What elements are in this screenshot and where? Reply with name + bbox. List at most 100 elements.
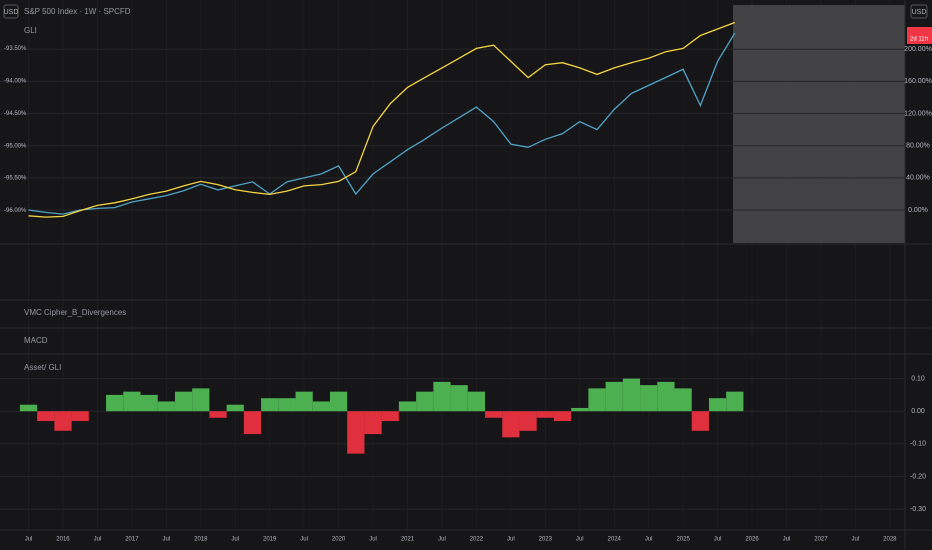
y-tick-label: 80.00% <box>906 143 930 150</box>
currency-box[interactable] <box>3 4 19 19</box>
histogram-bar <box>622 378 641 412</box>
y-tick-label: 0.00% <box>908 207 928 214</box>
y-tick-label: -0.20 <box>910 473 926 480</box>
histogram-bar <box>37 411 55 422</box>
x-tick-label: Jul <box>369 537 377 543</box>
histogram-bar <box>571 407 589 412</box>
histogram-bar <box>588 388 606 412</box>
x-tick-label: 2028 <box>883 537 897 543</box>
x-tick-label: 2024 <box>608 537 622 543</box>
x-tick-label: 2016 <box>56 537 70 543</box>
histogram-bar <box>381 411 399 422</box>
indicator-label[interactable]: MACD <box>24 336 48 345</box>
x-tick-label: 2025 <box>676 537 690 543</box>
y2-tick-label: -96.00% <box>4 208 27 214</box>
series-line <box>28 32 736 215</box>
histogram-bar <box>674 388 692 412</box>
countdown: 2d 11h <box>910 37 928 43</box>
histogram-bar <box>416 391 434 412</box>
x-tick-label: Jul <box>507 537 515 543</box>
histogram-bar <box>140 394 158 412</box>
x-tick-label: Jul <box>25 537 33 543</box>
x-tick-label: Jul <box>783 537 791 543</box>
histogram-bar <box>295 391 313 412</box>
x-tick-label: Jul <box>438 537 446 543</box>
x-tick-label: Jul <box>714 537 722 543</box>
series-line <box>28 21 736 218</box>
histogram-bar <box>278 398 296 412</box>
histogram-bar <box>502 411 520 438</box>
x-tick-label: 2023 <box>539 537 553 543</box>
histogram-bar <box>536 411 554 418</box>
x-tick-label: 2018 <box>194 537 208 543</box>
histogram-bar <box>106 394 124 412</box>
histogram-bar <box>398 401 417 412</box>
y2-tick-label: -95.00% <box>4 143 27 149</box>
chart-title[interactable]: S&P 500 Index · 1W · SPCFD <box>24 7 131 16</box>
x-tick-label: Jul <box>231 537 239 543</box>
y-tick-label: 200.00% <box>904 46 932 53</box>
histogram-bar <box>605 381 623 412</box>
histogram-bar <box>243 411 262 435</box>
histogram-bar <box>433 381 451 412</box>
histogram-bar <box>726 391 744 412</box>
x-tick-label: 2020 <box>332 537 346 543</box>
histogram-bar <box>519 411 537 431</box>
x-tick-label: Jul <box>300 537 308 543</box>
histogram-bar <box>691 411 709 431</box>
histogram-bar <box>708 398 727 412</box>
histogram-bar <box>364 411 382 435</box>
y2-tick-label: -93.50% <box>4 46 27 52</box>
histogram-bar <box>450 385 468 412</box>
x-tick-label: 2022 <box>470 537 484 543</box>
histogram-bar <box>209 411 227 418</box>
y-tick-label: 120.00% <box>904 110 932 117</box>
histogram-bar <box>19 404 38 412</box>
x-tick-label: Jul <box>94 537 102 543</box>
x-tick-label: 2021 <box>401 537 415 543</box>
y2-tick-label: -94.50% <box>4 111 27 117</box>
histogram-bar <box>192 388 210 412</box>
histogram-bar <box>226 404 244 412</box>
y-tick-label: -0.10 <box>910 441 926 448</box>
indicator-label[interactable]: VMC Cipher_B_Divergences <box>24 308 126 317</box>
currency-right[interactable]: USD <box>912 9 927 16</box>
histogram-bar <box>312 401 330 412</box>
histogram-bar <box>467 391 486 412</box>
histogram-bar <box>261 398 279 412</box>
histogram-bar <box>157 401 175 412</box>
x-tick-label: Jul <box>645 537 653 543</box>
x-tick-label: 2027 <box>814 537 828 543</box>
future-shade <box>733 5 905 243</box>
countdown-badge <box>907 27 932 44</box>
histogram-bar <box>174 391 193 412</box>
y2-tick-label: -95.50% <box>4 176 27 182</box>
x-tick-label: 2017 <box>125 537 139 543</box>
histogram-bar <box>657 381 675 412</box>
y-tick-label: 0.00 <box>911 408 925 415</box>
histogram-bar <box>329 391 348 412</box>
histogram-bar <box>640 385 658 412</box>
currency-box[interactable] <box>910 4 928 19</box>
y2-tick-label: -94.00% <box>4 78 27 84</box>
histogram-bar <box>123 391 141 412</box>
x-tick-label: Jul <box>852 537 860 543</box>
histogram-bar <box>485 411 503 418</box>
y-tick-label: -0.30 <box>910 506 926 513</box>
indicator-label[interactable]: Asset/ GLI <box>24 363 61 372</box>
x-tick-label: Jul <box>576 537 584 543</box>
legend-gli[interactable]: GLI <box>24 26 37 35</box>
x-tick-label: Jul <box>163 537 171 543</box>
y-tick-label: 40.00% <box>906 175 930 182</box>
histogram-bar <box>71 411 89 422</box>
currency-left[interactable]: USD <box>4 9 19 16</box>
histogram-bar <box>54 411 72 431</box>
x-tick-label: 2026 <box>745 537 759 543</box>
histogram-bar <box>347 411 365 454</box>
x-tick-label: 2019 <box>263 537 277 543</box>
y-tick-label: 0.10 <box>911 375 925 382</box>
histogram-bar <box>553 411 572 422</box>
y-tick-label: 160.00% <box>904 78 932 85</box>
